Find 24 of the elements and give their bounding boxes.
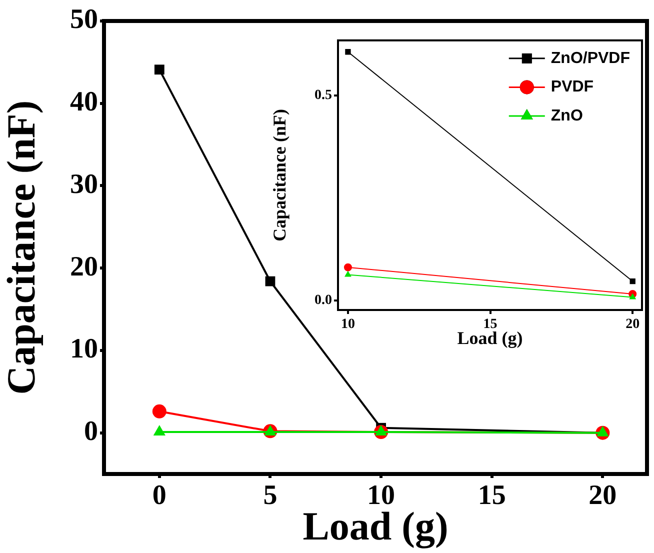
point [152,404,166,418]
x-tick-label: 15 [478,480,506,512]
y-tick-label: 30 [70,168,98,200]
y-axis-title: Capacitance (nF) [0,100,44,395]
x-tick-label: 20 [626,317,640,332]
x-tick-label: 20 [588,480,617,512]
x-tick-label: 5 [263,480,278,512]
point [154,64,164,75]
point [265,276,276,286]
y-tick-label: 50 [70,4,98,36]
y-tick-label: 0.0 [314,293,332,308]
x-tick-label: 0 [152,480,166,512]
legend-label: ZnO/PVDF [550,50,630,67]
y-tick-label: 0 [84,416,98,448]
y-axis-title: Capacitance (nF) [269,108,290,242]
legend-label: PVDF [550,78,594,96]
point [345,49,351,55]
y-tick-label: 0.5 [314,88,332,103]
point [344,263,352,272]
point [630,278,636,284]
x-tick-label: 10 [340,317,355,332]
y-tick-label: 20 [70,251,98,282]
legend-label: ZnO [550,107,583,124]
y-tick-label: 40 [70,86,98,118]
